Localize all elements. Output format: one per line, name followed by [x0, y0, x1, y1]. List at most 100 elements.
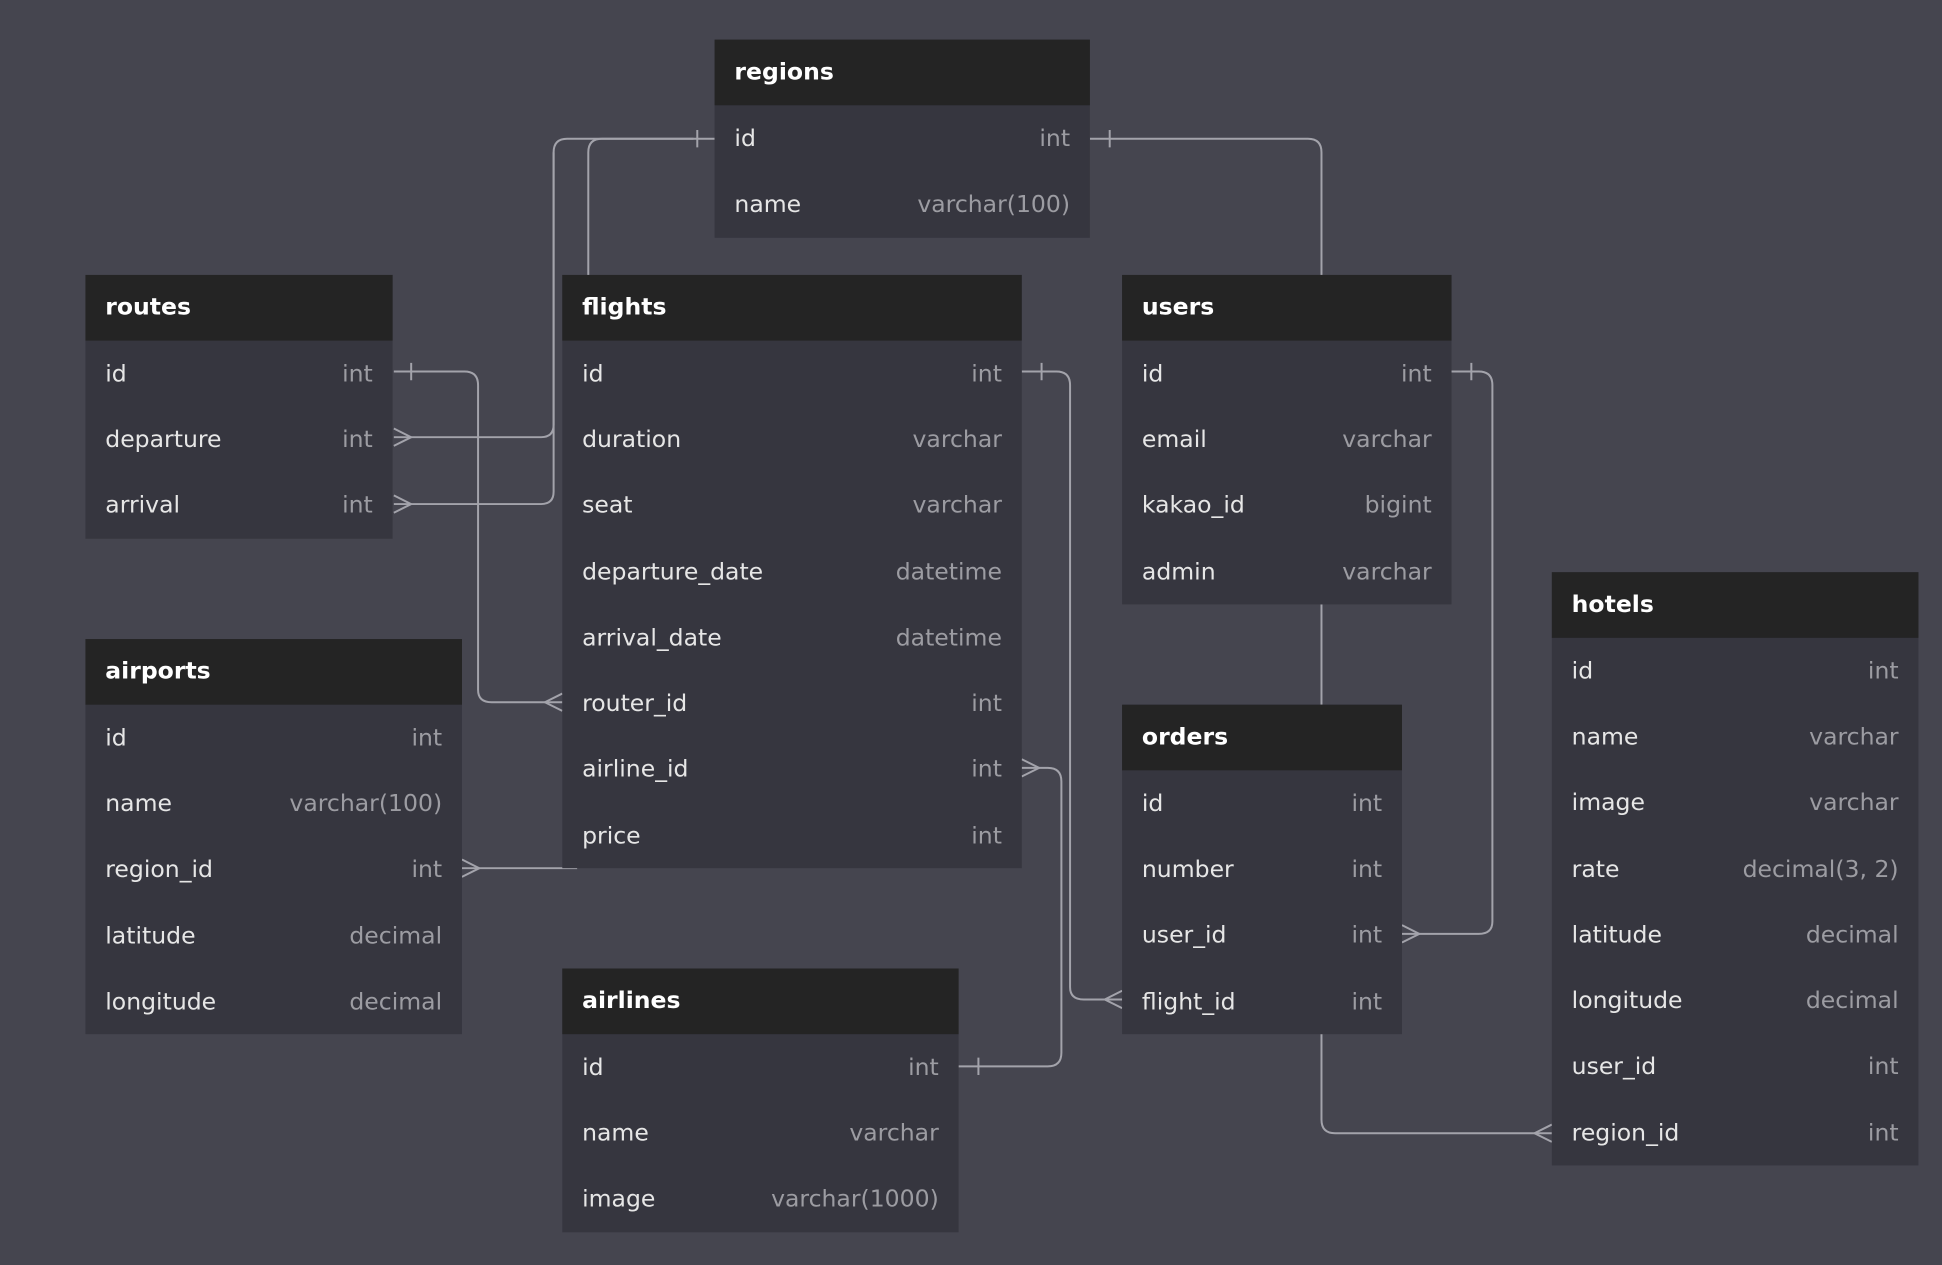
field-name: airline_id — [582, 756, 689, 784]
field-type: decimal — [1805, 987, 1899, 1015]
table-title[interactable]: users — [1122, 274, 1452, 341]
table-title[interactable]: hotels — [1551, 572, 1919, 638]
field-name: longitude — [1571, 987, 1683, 1015]
field-name: departure — [105, 425, 222, 454]
field-name: router_id — [582, 689, 688, 718]
field-row[interactable]: id int — [85, 341, 392, 407]
field-row[interactable]: image varchar — [1552, 770, 1919, 836]
table-title[interactable]: orders — [1122, 704, 1402, 771]
table-flights[interactable]: flights id int duration varchar seat varchar de… — [562, 274, 1022, 869]
field-name: id — [1141, 359, 1164, 388]
field-name: name — [734, 190, 802, 218]
field-type: varchar — [1342, 425, 1432, 454]
table-title[interactable]: flights — [562, 274, 1022, 341]
field-type: int — [1867, 1053, 1899, 1081]
field-row[interactable]: number int — [1122, 836, 1402, 902]
field-name: latitude — [105, 922, 196, 950]
field-type: int — [411, 724, 443, 752]
field-row[interactable]: airline_id int — [562, 737, 1021, 803]
field-name: number — [1141, 855, 1234, 883]
field-row[interactable]: arrival_date datetime — [562, 605, 1021, 671]
field-name: price — [582, 822, 641, 850]
field-row[interactable]: arrival int — [85, 473, 392, 539]
field-name: arrival — [105, 491, 181, 520]
field-row[interactable]: name varchar(100) — [85, 771, 462, 837]
field-row[interactable]: departure int — [85, 407, 392, 473]
field-row[interactable]: admin varchar — [1122, 539, 1451, 605]
field-type: int — [1867, 657, 1899, 685]
relation-regions-routes-arrival — [393, 152, 555, 506]
field-row[interactable]: id int — [715, 105, 1090, 171]
table-title[interactable]: routes — [85, 274, 393, 341]
field-row[interactable]: rate decimal(3, 2) — [1552, 836, 1919, 902]
field-type: varchar — [849, 1119, 939, 1147]
field-row[interactable]: longitude decimal — [85, 969, 462, 1035]
field-name: admin — [1141, 557, 1216, 586]
field-row[interactable]: flight_id int — [1122, 968, 1402, 1034]
field-name: seat — [582, 491, 633, 520]
table-airlines[interactable]: airlines id int name varchar image varchar(100… — [562, 968, 959, 1233]
field-name: id — [1141, 789, 1164, 817]
table-hotels[interactable]: hotels id int name varchar image varchar rate de… — [1551, 572, 1919, 1166]
table-title[interactable]: regions — [714, 39, 1090, 106]
field-row[interactable]: id int — [1552, 638, 1919, 704]
field-type: varchar — [912, 425, 1002, 454]
relation-orders-hotels — [1320, 1034, 1552, 1135]
table-regions[interactable]: regions id int name varchar(100) — [714, 39, 1090, 238]
field-type: int — [1351, 921, 1383, 949]
field-row[interactable]: user_id int — [1122, 902, 1402, 968]
field-row[interactable]: price int — [562, 803, 1021, 869]
field-name: id — [582, 1053, 604, 1081]
field-type: int — [411, 856, 443, 884]
field-type: int — [342, 425, 373, 454]
field-row[interactable]: latitude decimal — [1552, 902, 1919, 968]
field-name: departure_date — [582, 557, 764, 586]
field-name: longitude — [105, 988, 217, 1016]
table-users[interactable]: users id int email varchar kakao_id bigint admi… — [1122, 274, 1452, 605]
field-name: id — [105, 724, 127, 752]
field-type: datetime — [895, 557, 1002, 586]
table-airports[interactable]: airports id int name varchar(100) region_id in… — [85, 639, 462, 1035]
field-row[interactable]: name varchar — [1552, 704, 1919, 770]
field-row[interactable]: id int — [1122, 770, 1402, 836]
field-name: name — [1571, 723, 1639, 751]
field-row[interactable]: email varchar — [1122, 407, 1451, 473]
field-row[interactable]: image varchar(1000) — [562, 1166, 958, 1232]
field-type: int — [1401, 359, 1432, 388]
field-row[interactable]: duration varchar — [562, 407, 1021, 473]
field-row[interactable]: seat varchar — [562, 473, 1021, 539]
field-row[interactable]: longitude decimal — [1552, 968, 1919, 1034]
field-row[interactable]: router_id int — [562, 671, 1021, 737]
field-name: id — [734, 124, 756, 152]
relation-flights-orders — [1021, 370, 1123, 1001]
field-type: int — [342, 359, 373, 388]
field-row[interactable]: name varchar(100) — [715, 171, 1090, 237]
field-row[interactable]: region_id int — [1552, 1100, 1919, 1166]
field-type: decimal(3, 2) — [1742, 855, 1899, 883]
field-type: decimal — [349, 922, 443, 950]
field-type: varchar(1000) — [771, 1185, 939, 1213]
field-row[interactable]: id int — [85, 705, 462, 771]
field-name: id — [582, 359, 604, 388]
field-row[interactable]: id int — [1122, 341, 1451, 407]
table-title[interactable]: airports — [85, 639, 462, 705]
field-row[interactable]: departure_date datetime — [562, 539, 1021, 605]
field-row[interactable]: kakao_id bigint — [1122, 473, 1451, 539]
field-name: user_id — [1571, 1053, 1657, 1081]
field-type: varchar(100) — [917, 190, 1071, 218]
field-type: decimal — [1805, 921, 1899, 949]
field-name: latitude — [1571, 921, 1662, 949]
field-row[interactable]: id int — [562, 341, 1021, 407]
table-routes[interactable]: routes id int departure int arrival int — [85, 274, 393, 539]
table-title[interactable]: airlines — [562, 968, 959, 1035]
table-orders[interactable]: orders id int number int user_id int flight_id i… — [1122, 704, 1402, 1035]
field-row[interactable]: id int — [562, 1034, 958, 1100]
field-row[interactable]: latitude decimal — [85, 903, 462, 969]
many-marker — [393, 427, 1553, 1143]
relation-routes-flights — [393, 370, 563, 704]
field-type: int — [1351, 789, 1383, 817]
field-row[interactable]: user_id int — [1552, 1034, 1919, 1100]
field-row[interactable]: name varchar — [562, 1100, 958, 1166]
field-row[interactable]: region_id int — [85, 837, 462, 903]
